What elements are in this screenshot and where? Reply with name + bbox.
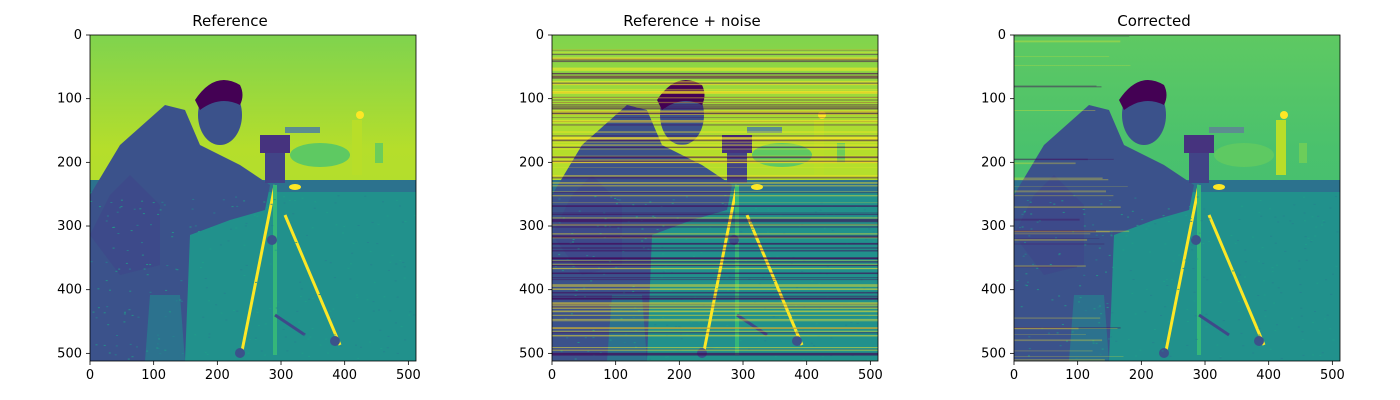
y-tick-label: 200	[981, 155, 1006, 170]
y-tick-label: 300	[981, 219, 1006, 234]
y-tick-label: 0	[74, 28, 82, 43]
x-tick-label: 400	[332, 368, 357, 383]
y-tick-label: 200	[57, 155, 82, 170]
x-tick-label: 300	[1193, 368, 1218, 383]
x-tick-label: 100	[141, 368, 166, 383]
y-tick-label: 100	[57, 92, 82, 107]
x-tick-label: 0	[86, 368, 94, 383]
axes-frame	[1013, 34, 1341, 362]
x-tick-label: 0	[548, 368, 556, 383]
x-tick-label: 400	[1256, 368, 1281, 383]
x-tick-label: 500	[858, 368, 883, 383]
x-tick-label: 200	[205, 368, 230, 383]
panel-title: Corrected	[1117, 12, 1191, 30]
panel-reference: 0 100 200 300 400 500 0 100 200 300 400 500 Referen…	[30, 0, 430, 400]
panel-noisy: 0 100 200 300 400 500 0 100 200 300 400 500 Referen…	[492, 0, 892, 400]
panel-corrected: 0 100 200 300 400 500 0 100 200 300 400 500 Correct…	[954, 0, 1354, 400]
y-tick-label: 500	[57, 346, 82, 361]
y-tick-label: 0	[536, 28, 544, 43]
x-tick-label: 200	[667, 368, 692, 383]
image-plot: 0 100 200 300 400 500 0 100 200 300 400 500	[57, 28, 421, 383]
y-tick-label: 500	[519, 346, 544, 361]
y-tick-label: 500	[981, 346, 1006, 361]
x-tick-label: 300	[269, 368, 294, 383]
y-tick-label: 100	[981, 92, 1006, 107]
axes-frame	[89, 34, 417, 362]
x-tick-label: 500	[1320, 368, 1345, 383]
y-tick-label: 400	[57, 283, 82, 298]
x-tick-label: 100	[603, 368, 628, 383]
x-tick-label: 0	[1010, 368, 1018, 383]
x-tick-label: 300	[731, 368, 756, 383]
x-tick-label: 400	[794, 368, 819, 383]
axes-frame	[551, 34, 879, 362]
x-tick-label: 500	[396, 368, 421, 383]
panel-title: Reference + noise	[623, 12, 761, 30]
y-tick-label: 400	[519, 283, 544, 298]
y-tick-label: 300	[519, 219, 544, 234]
image-plot: 0 100 200 300 400 500 0 100 200 300 400 500	[519, 28, 883, 383]
y-tick-label: 0	[998, 28, 1006, 43]
x-tick-label: 100	[1065, 368, 1090, 383]
y-tick-label: 100	[519, 92, 544, 107]
panel-title: Reference	[192, 12, 268, 30]
x-tick-label: 200	[1129, 368, 1154, 383]
y-tick-label: 200	[519, 155, 544, 170]
y-tick-label: 300	[57, 219, 82, 234]
y-tick-label: 400	[981, 283, 1006, 298]
image-plot: 0 100 200 300 400 500 0 100 200 300 400 500	[981, 28, 1345, 383]
